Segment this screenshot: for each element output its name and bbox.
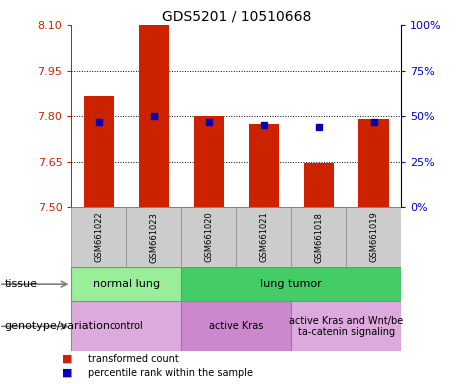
Bar <box>303 163 334 207</box>
Bar <box>181 301 291 351</box>
Bar <box>236 207 291 267</box>
Text: GSM661018: GSM661018 <box>314 212 323 263</box>
Text: genotype/variation: genotype/variation <box>5 321 111 331</box>
Bar <box>71 267 181 301</box>
Text: control: control <box>110 321 143 331</box>
Text: GSM661022: GSM661022 <box>95 212 103 263</box>
Text: transformed count: transformed count <box>88 354 178 364</box>
Bar <box>181 207 236 267</box>
Bar <box>181 267 401 301</box>
Text: GSM661021: GSM661021 <box>259 212 268 263</box>
Bar <box>71 207 126 267</box>
Bar <box>139 25 169 207</box>
Bar <box>346 207 401 267</box>
Text: tissue: tissue <box>5 279 38 289</box>
Bar <box>194 116 224 207</box>
Text: GSM661020: GSM661020 <box>204 212 213 263</box>
Text: active Kras and Wnt/be
ta-catenin signaling: active Kras and Wnt/be ta-catenin signal… <box>289 316 403 337</box>
Bar <box>248 124 279 207</box>
Text: normal lung: normal lung <box>93 279 160 289</box>
Text: lung tumor: lung tumor <box>260 279 322 289</box>
Bar <box>126 207 181 267</box>
Text: active Kras: active Kras <box>209 321 263 331</box>
Text: ■: ■ <box>62 368 73 378</box>
Text: GSM661023: GSM661023 <box>149 212 159 263</box>
Bar <box>84 96 114 207</box>
Bar <box>71 301 181 351</box>
Bar <box>291 207 346 267</box>
Text: GSM661019: GSM661019 <box>369 212 378 263</box>
Text: percentile rank within the sample: percentile rank within the sample <box>88 368 253 378</box>
Title: GDS5201 / 10510668: GDS5201 / 10510668 <box>161 10 311 24</box>
Text: ■: ■ <box>62 354 73 364</box>
Bar <box>359 119 389 207</box>
Bar <box>291 301 401 351</box>
